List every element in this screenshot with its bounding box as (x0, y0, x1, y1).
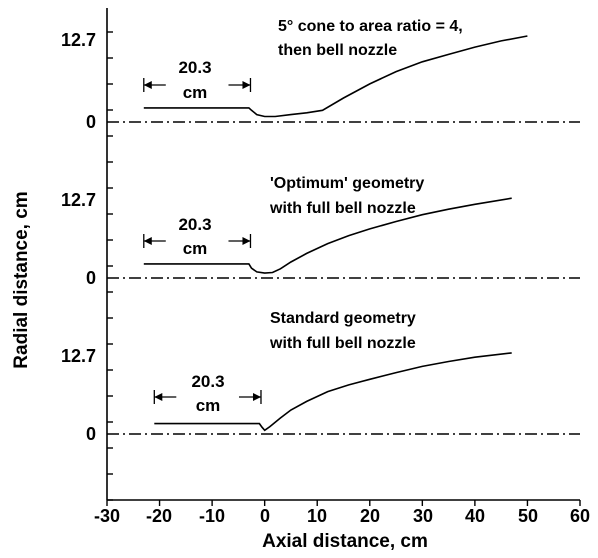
x-tick-label: 60 (570, 506, 590, 526)
chart-marks (106, 31, 581, 506)
dimension-arrowhead (242, 81, 251, 89)
dimension-unit: cm (183, 239, 208, 258)
panel-annotation-line: then bell nozzle (278, 42, 397, 59)
x-tick-label: 40 (465, 506, 485, 526)
dimension-arrowhead (143, 237, 152, 245)
panel-annotation-line: 5° cone to area ratio = 4, (278, 18, 463, 35)
x-tick-label: -30 (94, 506, 120, 526)
x-tick-label: 10 (307, 506, 327, 526)
y-tick-label: 12.7 (61, 346, 96, 366)
dimension-unit: cm (196, 396, 221, 415)
x-tick-label: 20 (360, 506, 380, 526)
y-tick-label: 0 (86, 112, 96, 132)
dimension-arrowhead (154, 393, 163, 401)
x-tick-label: -20 (146, 506, 172, 526)
dimension-unit: cm (183, 83, 208, 102)
dimension-value: 20.3 (178, 58, 211, 77)
nozzle-contour-line (143, 197, 512, 274)
y-tick-label: 0 (86, 268, 96, 288)
y-tick-label: 12.7 (61, 30, 96, 50)
nozzle-contour-line (143, 35, 528, 118)
panel-annotation-line: Standard geometry (270, 310, 416, 327)
panel-annotation-line: 'Optimum' geometry (270, 175, 424, 192)
dimension-value: 20.3 (191, 372, 224, 391)
nozzle-contour-line (154, 352, 512, 432)
y-axis-title: Radial distance, cm (11, 191, 32, 368)
y-tick-label: 12.7 (61, 190, 96, 210)
dimension-value: 20.3 (178, 215, 211, 234)
dimension-arrowhead (242, 237, 251, 245)
panel-annotation-line: with full bell nozzle (269, 200, 416, 217)
dimension-arrowhead (252, 393, 261, 401)
dimension-arrowhead (143, 81, 152, 89)
x-tick-label: -10 (199, 506, 225, 526)
y-tick-label: 0 (86, 424, 96, 444)
x-tick-label: 30 (413, 506, 433, 526)
x-axis-title: Axial distance, cm (262, 531, 428, 552)
x-tick-label: 50 (518, 506, 538, 526)
x-tick-label: 0 (260, 506, 270, 526)
panel-annotation-line: with full bell nozzle (269, 335, 416, 352)
